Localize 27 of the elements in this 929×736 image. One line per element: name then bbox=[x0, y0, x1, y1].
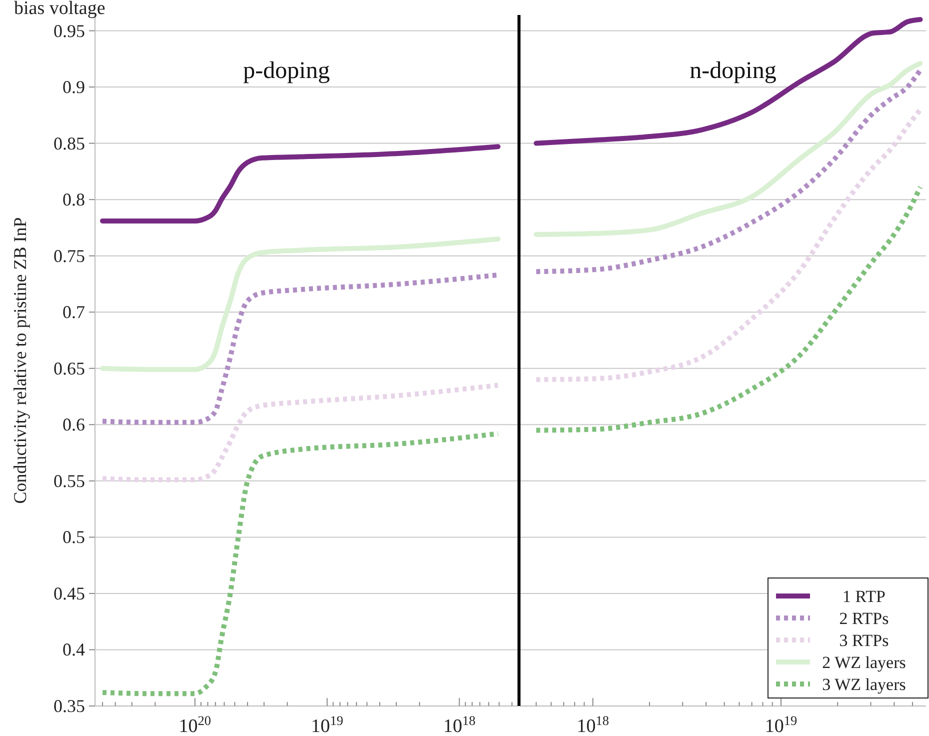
x-tick-label: 10$^{19}$ bbox=[764, 712, 798, 736]
x-tick-label: 10$^{20}$ bbox=[178, 712, 212, 736]
legend-label: 1 RTP bbox=[842, 587, 886, 606]
annotation: n-doping bbox=[690, 58, 776, 84]
y-tick-label: 0.95 bbox=[54, 20, 85, 41]
y-tick-label: 0.7 bbox=[62, 302, 85, 322]
chart-title: bias voltage bbox=[14, 0, 106, 19]
x-tick-label: 10$^{19}$ bbox=[310, 712, 344, 736]
legend-label: 2 WZ layers bbox=[822, 653, 906, 672]
y-tick-label: 0.55 bbox=[54, 470, 85, 491]
y-tick-label: 0.5 bbox=[62, 527, 85, 548]
y-tick-label: 0.45 bbox=[54, 583, 85, 604]
y-tick-label: 0.4 bbox=[62, 640, 85, 660]
legend-label: 3 WZ layers bbox=[822, 675, 906, 694]
y-axis-title: Conductivity relative to pristine ZB InP bbox=[10, 217, 30, 504]
y-tick-label: 0.75 bbox=[54, 246, 85, 266]
x-tick-label: 10$^{18}$ bbox=[576, 712, 610, 736]
legend-label: 2 RTPs bbox=[839, 609, 889, 628]
y-tick-label: 0.65 bbox=[54, 358, 85, 378]
x-tick-label: 10$^{18}$ bbox=[443, 712, 476, 736]
y-tick-label: 0.35 bbox=[54, 696, 85, 716]
annotation: p-doping bbox=[243, 58, 330, 84]
y-tick-label: 0.8 bbox=[62, 190, 85, 210]
y-tick-label: 0.6 bbox=[62, 414, 85, 435]
legend-label: 3 RTPs bbox=[839, 631, 889, 650]
y-tick-label: 0.85 bbox=[54, 133, 85, 154]
y-tick-label: 0.9 bbox=[62, 77, 85, 98]
